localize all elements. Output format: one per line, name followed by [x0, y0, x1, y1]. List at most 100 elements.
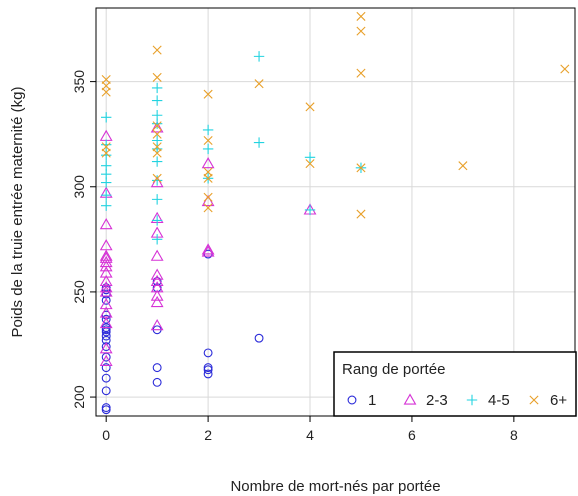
- data-point: [304, 204, 316, 216]
- data-point: [100, 189, 112, 201]
- data-point: [253, 137, 265, 148]
- data-point: [101, 331, 111, 341]
- data-point: [151, 156, 163, 167]
- data-point: [99, 249, 113, 261]
- data-point: [253, 51, 265, 62]
- data-point: [150, 268, 164, 280]
- data-point: [356, 68, 366, 78]
- data-point: [150, 274, 164, 287]
- data-point: [100, 112, 112, 123]
- data-point: [203, 363, 213, 373]
- data-point: [150, 175, 164, 188]
- legend-marker-plus: [466, 394, 478, 406]
- data-point: [356, 11, 366, 21]
- data-point: [151, 175, 163, 186]
- data-point: [203, 369, 213, 379]
- data-point: [201, 243, 215, 255]
- legend-label: 4-5: [488, 392, 510, 409]
- x-tick-label: 8: [510, 427, 518, 443]
- data-point: [458, 161, 468, 171]
- data-point: [152, 72, 162, 82]
- data-point: [101, 363, 111, 373]
- legend-label: 6+: [550, 392, 567, 409]
- data-point: [151, 135, 163, 146]
- data-point: [101, 142, 111, 152]
- data-point: [99, 306, 113, 318]
- data-point: [100, 139, 112, 150]
- data-point: [151, 194, 163, 205]
- data-point: [150, 295, 164, 308]
- data-point: [101, 386, 111, 396]
- data-point: [201, 245, 215, 257]
- data-point: [151, 110, 163, 121]
- data-point: [99, 342, 113, 354]
- data-point: [203, 192, 213, 202]
- data-point: [254, 79, 264, 89]
- data-point: [304, 152, 316, 163]
- legend-item-2-3: 2-3: [403, 392, 448, 409]
- data-point: [99, 260, 113, 272]
- x-axis-title: Nombre de mort-nés par portée: [230, 478, 440, 495]
- data-point: [150, 289, 164, 301]
- data-point: [150, 281, 164, 293]
- data-point: [101, 74, 111, 85]
- data-point: [101, 314, 111, 324]
- legend-marker-circle: [347, 395, 357, 405]
- series-1: [101, 249, 264, 415]
- data-point: [100, 200, 112, 211]
- y-tick-label: 350: [71, 70, 87, 94]
- data-point: [150, 318, 164, 331]
- data-point: [100, 150, 112, 161]
- data-point: [99, 274, 113, 287]
- legend-box: [333, 351, 577, 417]
- legend-label: 1: [368, 392, 376, 409]
- data-point: [356, 209, 366, 219]
- legend-title: Rang de portée: [342, 361, 445, 378]
- x-tick-label: 2: [204, 427, 212, 443]
- data-point: [305, 102, 315, 112]
- data-point: [151, 215, 163, 226]
- data-point: [99, 239, 113, 251]
- legend-item-1: 1: [347, 392, 376, 409]
- x-tick-label: 0: [102, 427, 110, 443]
- data-point: [99, 281, 113, 293]
- data-point: [356, 163, 366, 173]
- data-point: [560, 64, 570, 74]
- data-point: [101, 373, 111, 383]
- x-tick-label: 6: [408, 427, 416, 443]
- data-point: [151, 82, 163, 94]
- data-point: [254, 333, 264, 343]
- y-tick-label: 200: [71, 385, 87, 409]
- data-point: [203, 89, 213, 99]
- data-point: [100, 160, 112, 171]
- legend-marker-triangle: [403, 393, 417, 405]
- y-tick-label: 300: [71, 175, 87, 199]
- x-tick-label: 4: [306, 427, 314, 443]
- data-point: [203, 167, 213, 177]
- data-point: [99, 218, 113, 230]
- legend-item-6+: 6+: [529, 392, 567, 409]
- series-4-5: [100, 51, 367, 245]
- data-point: [203, 135, 213, 146]
- data-point: [152, 142, 162, 152]
- data-point: [152, 129, 162, 139]
- data-point: [202, 143, 214, 155]
- data-point: [152, 45, 162, 55]
- data-point: [101, 403, 111, 413]
- data-point: [201, 194, 215, 207]
- data-point: [150, 249, 164, 261]
- data-points: [99, 11, 570, 415]
- data-point: [99, 251, 113, 263]
- data-point: [152, 173, 162, 183]
- data-point: [201, 157, 215, 169]
- data-point: [152, 121, 162, 131]
- y-axis-title: Poids de la truie entrée maternité (kg): [9, 87, 26, 338]
- legend: Rang de portée 1 2-3 4-5 6+: [333, 351, 577, 417]
- axis-ticks: 0 2 4 6 8 200 250 300 350: [71, 70, 518, 443]
- data-point: [356, 26, 366, 36]
- data-point: [99, 266, 113, 278]
- legend-marker-x: [529, 395, 539, 405]
- data-point: [305, 159, 315, 169]
- data-point: [150, 121, 164, 133]
